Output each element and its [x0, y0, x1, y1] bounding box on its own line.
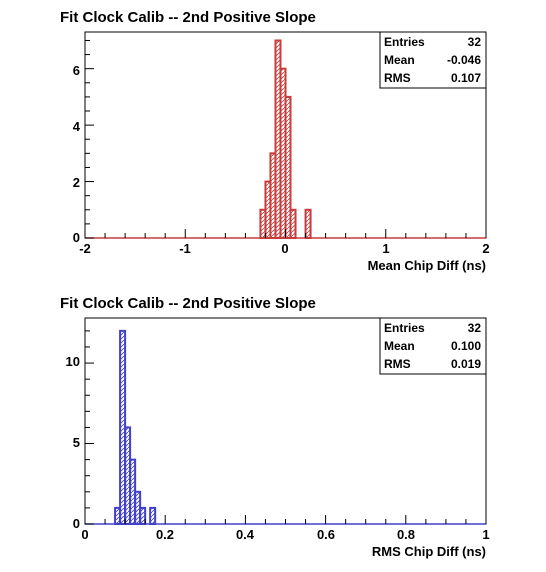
- chart-1-xtick-label: -1: [179, 241, 191, 256]
- chart-1-stat-mean-value: -0.046: [447, 53, 481, 67]
- chart-2-stat-rms-label: RMS: [384, 357, 411, 371]
- chart-1-histogram: [85, 39, 486, 239]
- chart-2-histogram: [85, 329, 486, 525]
- chart-1-x-tick-labels: -2 -1 0 1 2: [79, 241, 489, 256]
- chart-2-stat-entries-value: 32: [468, 321, 482, 335]
- chart-1-axis-ticks: [84, 39, 487, 239]
- chart-2-stats-box: Entries 32 Mean 0.100 RMS 0.019: [379, 317, 487, 375]
- chart-2-stat-mean-label: Mean: [384, 339, 415, 353]
- chart-1-stat-mean-label: Mean: [384, 53, 415, 67]
- chart-1-stat-rms-value: 0.107: [451, 71, 481, 85]
- chart-1-title: Fit Clock Calib -- 2nd Positive Slope: [60, 9, 316, 26]
- chart-2-axis-ticks: [84, 330, 487, 525]
- chart-2-x-axis-label: RMS Chip Diff (ns): [372, 544, 486, 559]
- chart-2-ytick-label: 10: [66, 354, 80, 369]
- chart-2-x-tick-labels: 0 0.2 0.4 0.6 0.8 1: [81, 527, 489, 542]
- chart-2-stat-rms-value: 0.019: [451, 357, 481, 371]
- chart-2-ytick-label: 0: [73, 516, 80, 531]
- chart-2-xtick-label: 0: [81, 527, 88, 542]
- chart-1-histogram-bin: [289, 208, 297, 239]
- chart-2-histogram-bin: [149, 506, 157, 525]
- chart-1-y-tick-labels: 0 2 4 6: [73, 63, 81, 245]
- chart-1-stat-entries-value: 32: [468, 35, 482, 49]
- chart-1-stats-box: Entries 32 Mean -0.046 RMS 0.107: [379, 31, 487, 89]
- chart-2-xtick-label: 0.2: [156, 527, 174, 542]
- chart-2-stat-entries-label: Entries: [384, 321, 425, 335]
- chart-1-ytick-label: 0: [73, 230, 80, 245]
- chart-1: Fit Clock Calib -- 2nd Positive Slope -2…: [60, 9, 490, 273]
- chart-2-ytick-label: 5: [73, 435, 80, 450]
- chart-1-stat-rms-label: RMS: [384, 71, 411, 85]
- chart-1-x-axis-label: Mean Chip Diff (ns): [368, 258, 486, 273]
- chart-1-ytick-label: 6: [73, 63, 80, 78]
- chart-1-xtick-label: 1: [382, 241, 389, 256]
- chart-1-xtick-label: 0: [281, 241, 288, 256]
- chart-1-stat-entries-label: Entries: [384, 35, 425, 49]
- chart-2-stat-mean-value: 0.100: [451, 339, 481, 353]
- chart-1-xtick-label: -2: [79, 241, 91, 256]
- chart-2: Fit Clock Calib -- 2nd Positive Slope 0 …: [60, 295, 490, 559]
- chart-2-xtick-label: 0.6: [317, 527, 335, 542]
- chart-2-xtick-label: 0.4: [236, 527, 255, 542]
- chart-2-xtick-label: 1: [482, 527, 489, 542]
- chart-2-y-tick-labels: 0 5 10: [66, 354, 80, 531]
- chart-1-ytick-label: 2: [73, 175, 80, 190]
- chart-2-histogram-bin: [139, 506, 147, 525]
- chart-1-histogram-bin: [304, 208, 312, 239]
- chart-1-xtick-label: 2: [482, 241, 489, 256]
- chart-1-ytick-label: 4: [73, 119, 81, 134]
- chart-1-histogram-bin: [284, 95, 292, 239]
- chart-2-xtick-label: 0.8: [397, 527, 415, 542]
- chart-2-title: Fit Clock Calib -- 2nd Positive Slope: [60, 295, 316, 312]
